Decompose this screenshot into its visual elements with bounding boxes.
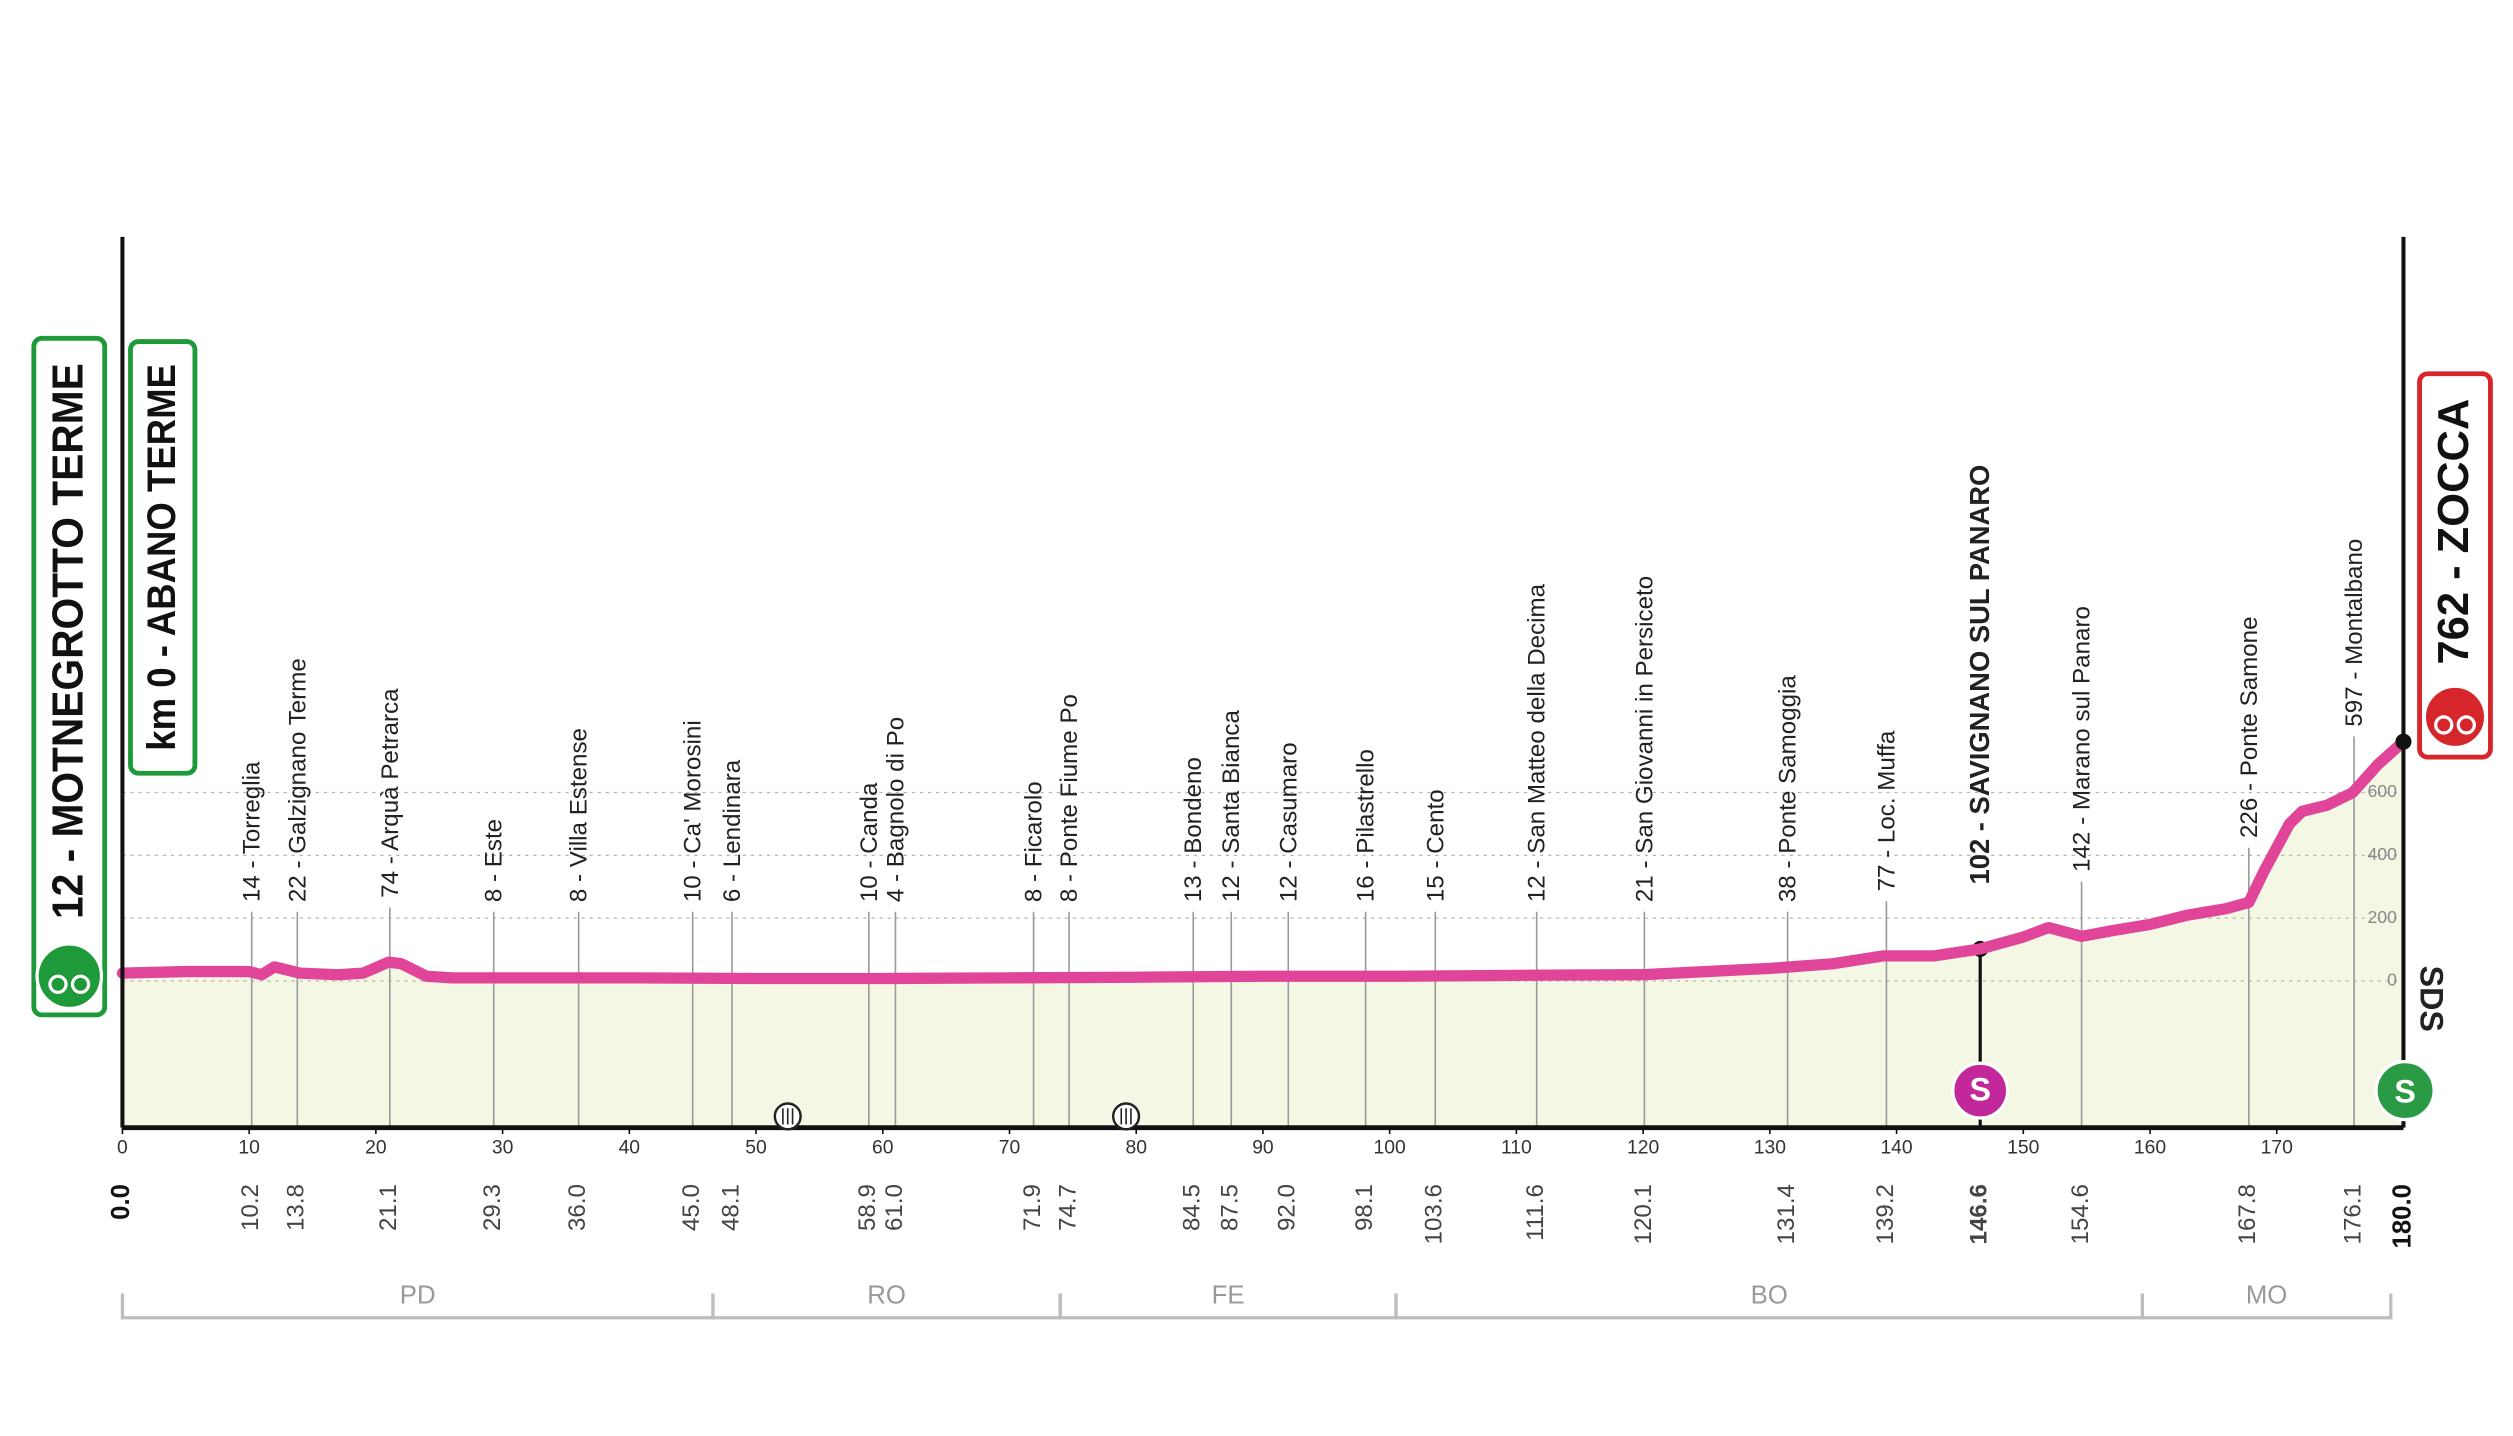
waypoint-name: 6 - Lendinara [719,759,746,902]
start-name: 12 - MOTNEGROTTO TERME [44,363,92,919]
waypoint-km: 176.1 [2339,1184,2366,1244]
start-icon-wheel [70,974,91,994]
y-tick-label: 200 [2367,907,2397,927]
waypoint-km: 92.0 [1274,1184,1301,1231]
waypoint-name: 13 - Bondeno [1180,757,1207,902]
waypoint-name: 226 - Ponte Samone [2236,616,2263,838]
waypoint-km: 21.1 [375,1184,402,1231]
waypoint-km: 84.5 [1179,1184,1206,1231]
waypoint-name: 12 - San Matteo della Decima [1524,583,1551,902]
x-tick-label: 100 [1374,1138,1406,1159]
waypoint-km: 131.4 [1773,1184,1800,1244]
start-km: 0.0 [107,1184,135,1220]
waypoint-km: 48.1 [717,1184,744,1231]
waypoint-km: 120.1 [1630,1184,1657,1244]
x-tick-label: 160 [2134,1138,2166,1159]
finish-sprint-icon [2374,1059,2436,1122]
x-tick-label: 60 [872,1138,894,1159]
official-start-name: km 0 - ABANO TERME [139,364,184,751]
province-name: FE [1212,1282,1245,1310]
waypoint-km: 98.1 [1351,1184,1378,1231]
start-box [31,335,108,1018]
waypoint-km: 71.9 [1019,1184,1046,1231]
waypoint-name: 142 - Marano sul Panaro [2069,606,2096,872]
x-tick-label: 40 [619,1138,640,1159]
province-name: BO [1751,1282,1788,1310]
waypoint-km: 13.8 [283,1184,310,1231]
waypoint-km: 29.3 [479,1184,506,1231]
waypoint-km: 146.6 [1966,1184,1993,1244]
waypoint-name: 14 - Torreglia [239,761,266,902]
start-icon [35,942,104,1011]
start-icon-wheel [48,974,68,994]
waypoint-name: 10 - Canda [856,782,883,902]
x-tick-label: 120 [1627,1138,1659,1159]
waypoint-name: 12 - Santa Bianca [1218,710,1245,903]
waypoint-name: 8 - Ficarolo [1021,781,1048,902]
waypoint-name: 597 - Montalbano [2341,539,2368,727]
waypoint-name: 15 - Cento [1422,789,1449,902]
sprint-icon-label: S [1969,1072,1990,1108]
x-tick-label: 110 [1501,1138,1532,1159]
finish-icon-wheel [2456,715,2476,735]
province-name: MO [2246,1282,2288,1310]
official-start-box [128,339,198,776]
x-tick-label: 150 [2007,1138,2039,1159]
x-tick-label: 130 [1754,1138,1786,1159]
elevation-line [116,736,2410,985]
waypoint-km: 74.7 [1054,1184,1081,1231]
waypoint-km: 139.2 [1872,1184,1899,1244]
waypoint-name: 21 - San Giovanni in Persiceto [1631,576,1658,902]
finish-icon [2422,684,2488,750]
waypoint-km: 87.5 [1217,1184,1244,1231]
waypoint-km: 45.0 [678,1184,705,1231]
waypoint-km: 61.0 [881,1184,908,1231]
waypoint-name: 38 - Ponte Samoggia [1775,675,1802,903]
x-tick-label: 50 [745,1138,767,1159]
x-tick-label: 30 [492,1138,514,1159]
finish-sprint-label: S [2394,1073,2415,1109]
waypoint-name: 10 - Ca' Morosini [680,720,707,902]
waypoint-name: 22 - Galzignano Terme [284,658,311,902]
sponsor-logo: SDS [2414,966,2450,1032]
finish-km: 180.0 [2388,1184,2416,1248]
y-tick-label: 400 [2367,844,2397,864]
x-tick-label: 80 [1125,1138,1147,1159]
waypoint-km: 167.8 [2234,1184,2261,1244]
finish-name: 762 - ZOCCA [2430,399,2478,665]
x-tick-label: 20 [365,1138,387,1159]
waypoint-name: 8 - Este [481,819,508,902]
x-tick-label: 0 [117,1138,128,1159]
waypoint-name: 4 - Bagnolo di Po [882,717,909,902]
waypoint-name: 77 - Loc. Muffa [1873,730,1900,891]
waypoint-name: 12 - Casumaro [1275,742,1302,902]
x-tick-label: 170 [2261,1138,2293,1159]
waypoint-km: 103.6 [1421,1184,1448,1244]
y-tick-label: 600 [2367,781,2397,801]
waypoint-km: 154.6 [2067,1184,2094,1244]
waypoint-km: 58.9 [854,1184,881,1231]
waypoint-km: 10.2 [237,1184,264,1231]
sprint-icon [1951,1061,2010,1120]
x-tick-label: 140 [1880,1138,1912,1159]
x-tick-label: 90 [1252,1138,1274,1159]
waypoint-name: 8 - Ponte Fiume Po [1056,694,1083,902]
province-name: RO [867,1282,906,1310]
waypoint-name: 8 - Villa Estense [566,728,593,902]
finish-icon-wheel [2434,715,2454,735]
waypoint-name: 74 - Arquà Petrarca [377,688,404,898]
waypoint-km: 111.6 [1522,1184,1549,1241]
x-tick-label: 70 [999,1138,1021,1159]
y-tick-label: 0 [2387,970,2397,990]
province-name: PD [400,1282,436,1310]
x-tick-label: 10 [238,1138,260,1159]
waypoint-name: 16 - Pilastrello [1353,749,1380,902]
waypoint-km: 36.0 [564,1184,591,1231]
finish-box [2417,371,2493,760]
sprint-name: 102 - SAVIGNANO SUL PANARO [1964,465,1995,885]
